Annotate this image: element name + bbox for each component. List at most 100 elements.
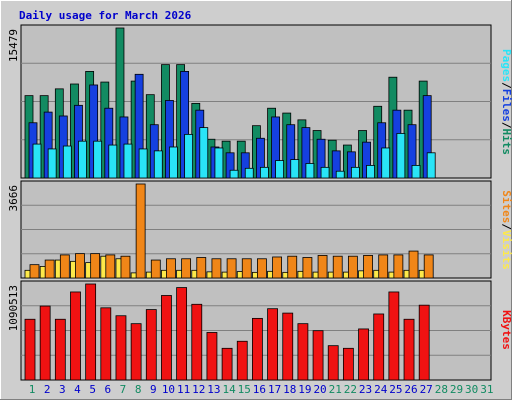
bar-kbytes xyxy=(54,318,66,381)
x-tick-label: 5 xyxy=(89,383,96,396)
bar-pages xyxy=(305,163,315,179)
bar-pages xyxy=(62,145,72,179)
bar-sites xyxy=(302,257,313,279)
x-tick-label: 31 xyxy=(480,383,493,396)
x-tick-label: 1 xyxy=(29,383,36,396)
x-tick-label: 30 xyxy=(465,383,478,396)
x-tick-label: 20 xyxy=(313,383,326,396)
x-tick-label: 10 xyxy=(162,383,175,396)
bar-kbytes xyxy=(115,315,127,381)
x-tick-label: 24 xyxy=(374,383,388,396)
y-max-label: 1090513 xyxy=(7,285,20,331)
bar-pages xyxy=(335,170,345,179)
bar-kbytes xyxy=(130,323,142,381)
bar-pages xyxy=(426,152,436,179)
bar-sites xyxy=(257,258,267,279)
legend-hits: Hits xyxy=(500,129,512,156)
x-tick-label: 14 xyxy=(222,383,236,396)
bar-kbytes xyxy=(145,309,157,381)
bar-sites xyxy=(75,253,85,279)
bar-sites xyxy=(241,258,252,279)
bar-sites xyxy=(317,255,328,279)
x-tick-label: 19 xyxy=(298,383,311,396)
bar-kbytes xyxy=(236,340,248,381)
bar-sites xyxy=(378,254,389,279)
x-tick-label: 21 xyxy=(329,383,342,396)
bar-pages xyxy=(411,165,421,179)
bar-kbytes xyxy=(85,283,97,381)
bar-pages xyxy=(350,166,360,179)
x-tick-label: 27 xyxy=(420,383,433,396)
bar-kbytes xyxy=(403,318,415,381)
bar-sites xyxy=(135,183,146,279)
bar-pages xyxy=(32,143,42,179)
legend-separator: / xyxy=(500,223,512,230)
bar-sites xyxy=(226,258,237,279)
bar-kbytes xyxy=(176,287,188,381)
panel-kbytes: 1090513 KBytes xyxy=(7,280,512,381)
bar-pages xyxy=(214,147,224,179)
legend-separator: / xyxy=(500,82,512,89)
x-tick-label: 23 xyxy=(359,383,372,396)
bar-pages xyxy=(275,160,284,179)
bar-kbytes xyxy=(206,332,218,381)
bar-sites xyxy=(347,255,358,279)
legend-kbytes: KBytes xyxy=(500,310,512,350)
chart-title: Daily usage for March 2026 xyxy=(19,9,192,22)
bar-pages xyxy=(396,133,406,179)
x-tick-label: 18 xyxy=(283,383,296,396)
bar-sites xyxy=(181,258,192,279)
x-tick-label: 2 xyxy=(44,383,51,396)
bar-pages xyxy=(123,143,133,179)
bar-sites xyxy=(287,255,298,279)
x-tick-label: 26 xyxy=(404,383,417,396)
x-tick-label: 28 xyxy=(435,383,448,396)
bar-kbytes xyxy=(221,347,233,381)
bar-pages xyxy=(47,148,57,179)
bar-sites xyxy=(423,254,434,279)
bar-sites xyxy=(105,254,116,279)
x-tick-label: 22 xyxy=(344,383,357,396)
x-tick-label: 12 xyxy=(192,383,205,396)
bar-sites xyxy=(272,256,282,279)
bar-pages xyxy=(366,165,375,179)
legend-visits: Visits xyxy=(500,230,512,270)
bar-pages xyxy=(244,167,254,179)
bar-pages xyxy=(199,127,209,179)
bar-kbytes xyxy=(161,295,172,381)
legend: Pages/Files/Hits xyxy=(500,49,512,155)
legend-files: Files xyxy=(500,89,512,122)
x-tick-label: 11 xyxy=(177,383,190,396)
bar-sites xyxy=(90,253,101,279)
bar-pages xyxy=(153,150,163,179)
x-tick-label: 9 xyxy=(150,383,157,396)
x-tick-label: 3 xyxy=(59,383,66,396)
bar-sites xyxy=(211,258,222,279)
bar-pages xyxy=(169,146,178,179)
x-tick-label: 8 xyxy=(135,383,142,396)
bar-pages xyxy=(184,133,194,179)
bar-pages xyxy=(93,140,103,179)
bar-sites xyxy=(166,258,176,279)
x-tick-label: 13 xyxy=(207,383,220,396)
bar-pages xyxy=(78,140,87,179)
bar-kbytes xyxy=(388,291,400,381)
bar-sites xyxy=(44,259,55,279)
x-tick-label: 4 xyxy=(74,383,81,396)
bar-kbytes xyxy=(282,312,294,381)
bar-kbytes xyxy=(297,323,309,381)
bar-sites xyxy=(408,250,419,279)
bar-pages xyxy=(290,159,300,179)
bar-kbytes xyxy=(191,303,203,381)
bar-kbytes xyxy=(327,345,339,381)
panel-visits-sites: 3666 Sites/Visits xyxy=(7,180,512,279)
y-max-label: 15479 xyxy=(7,29,20,62)
legend: KBytes xyxy=(500,310,512,350)
x-tick-label: 6 xyxy=(104,383,111,396)
x-tick-label: 29 xyxy=(450,383,463,396)
bar-pages xyxy=(260,166,269,179)
bar-sites xyxy=(393,254,404,279)
